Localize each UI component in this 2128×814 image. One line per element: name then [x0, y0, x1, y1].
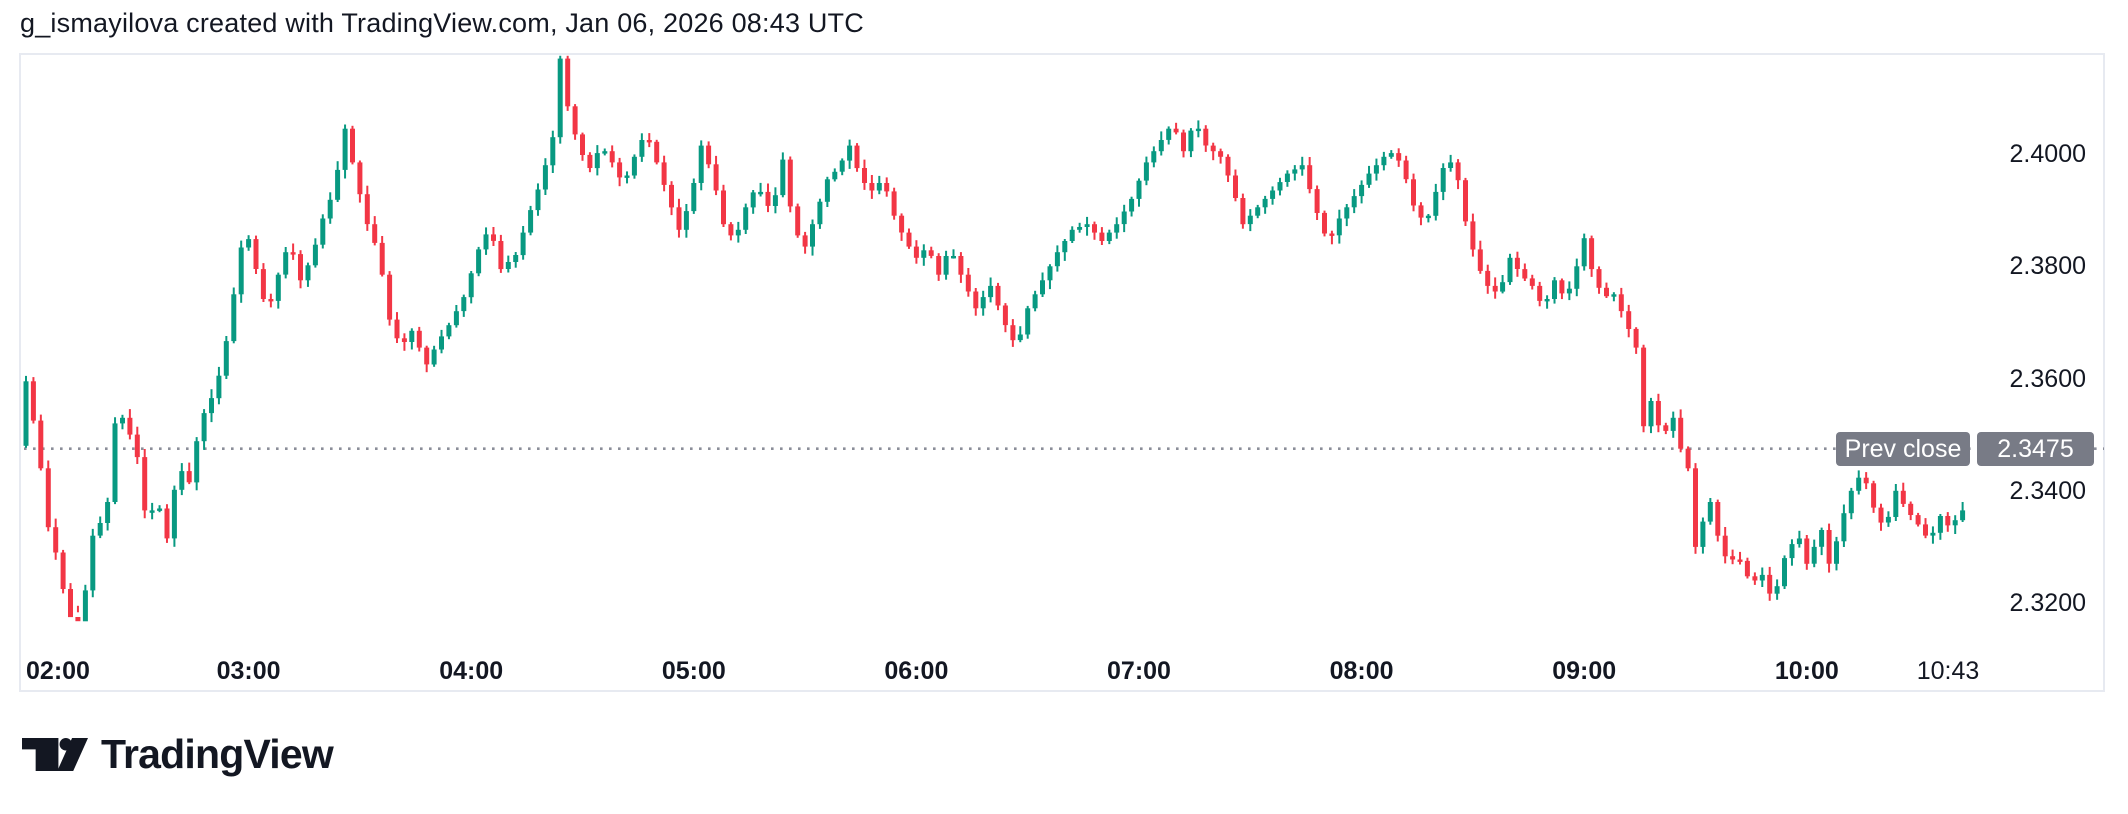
time-tick-label: 03:00 [216, 657, 281, 685]
time-tick-label: 07:00 [1107, 657, 1171, 685]
chart-title: g_ismayilova created with TradingView.co… [20, 8, 864, 38]
time-tick-label: 09:00 [1552, 657, 1617, 685]
time-tick-label: 05:00 [661, 657, 726, 685]
price-tick-label: 2.3800 [2009, 252, 2086, 281]
price-tick-label: 2.3600 [2009, 364, 2086, 393]
time-tick-label: 06:00 [884, 657, 949, 685]
time-tick-label: 02:00 [26, 657, 90, 685]
prev-close-badge: Prev close [1836, 432, 1970, 466]
price-tick-label: 2.3200 [2009, 589, 2086, 617]
candles-group [23, 55, 1966, 622]
tradingview-logo-icon [22, 738, 88, 771]
time-tick-label: 10:00 [1774, 657, 1839, 685]
time-tick-label: 08:00 [1329, 657, 1394, 685]
tradingview-logo-text: TradingView [101, 731, 334, 777]
prev-close-value-badge: 2.3475 [1977, 432, 2094, 466]
time-tick-label: 04:00 [439, 657, 504, 685]
chart-frame [19, 53, 2105, 692]
time-tick-label: 10:43 [1916, 657, 1980, 685]
price-tick-label: 2.3400 [2009, 476, 2086, 505]
tradingview-logo: TradingView [22, 731, 334, 778]
price-tick-label: 2.4000 [2009, 140, 2086, 168]
